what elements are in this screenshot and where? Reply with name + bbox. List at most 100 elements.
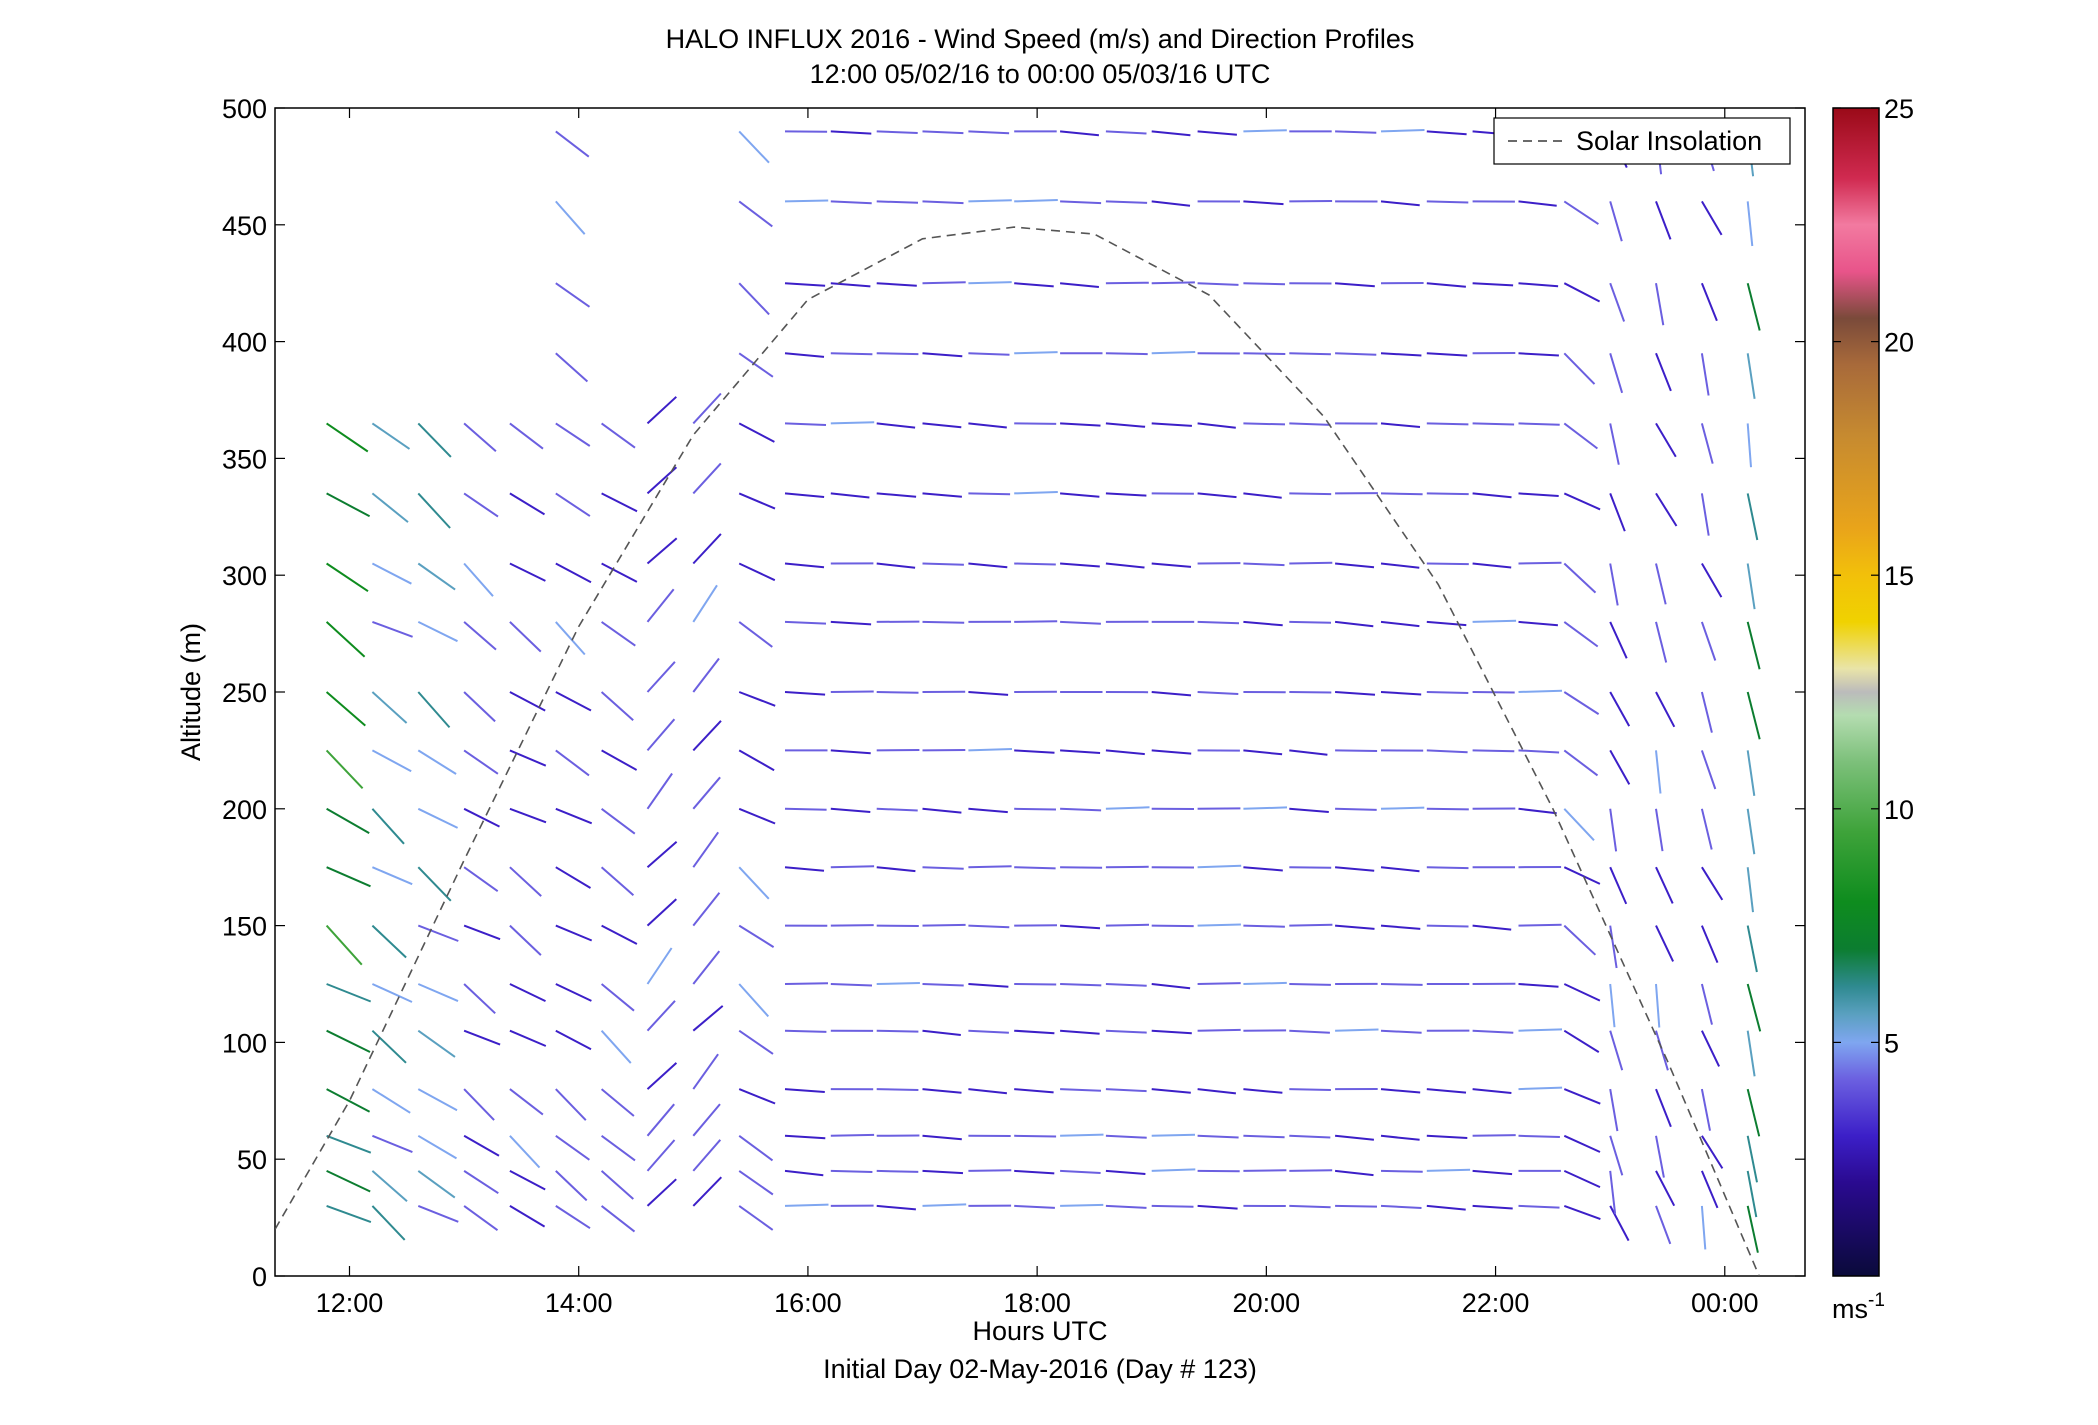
wind-vector — [1563, 1029, 1600, 1053]
wind-vector — [1518, 807, 1557, 815]
wind-vector — [1563, 924, 1597, 956]
wind-vector — [417, 1170, 456, 1199]
wind-vector — [646, 1139, 676, 1172]
wind-vector — [1472, 1204, 1513, 1210]
wind-vector — [1746, 493, 1759, 541]
legend: Solar Insolation — [1493, 117, 1791, 165]
wind-vector — [784, 620, 827, 625]
wind-vector — [1380, 806, 1425, 810]
x-tick-label: 16:00 — [774, 1288, 842, 1318]
wind-vector — [1655, 983, 1661, 1028]
wind-vector — [738, 492, 776, 510]
wind-vector — [738, 562, 776, 582]
wind-vector — [692, 831, 720, 868]
chart-title: HALO INFLUX 2016 - Wind Speed (m/s) and … — [666, 24, 1415, 54]
wind-vector — [692, 1005, 724, 1032]
wind-vector — [1472, 562, 1512, 569]
wind-vector — [646, 841, 678, 868]
wind-vector — [1335, 1204, 1378, 1208]
wind-vector — [1609, 925, 1618, 969]
wind-vector — [372, 1134, 413, 1154]
wind-vector — [1609, 808, 1618, 852]
wind-vectors — [325, 129, 1762, 1253]
wind-vector — [1289, 422, 1331, 426]
wind-vector — [1426, 691, 1469, 694]
wind-vector — [922, 562, 964, 566]
wind-vector — [417, 749, 457, 775]
wind-vector — [417, 1134, 458, 1160]
wind-vector — [1014, 351, 1058, 355]
wind-vector — [463, 1205, 499, 1232]
wind-vector — [876, 422, 916, 429]
wind-vector — [1518, 352, 1559, 357]
wind-vector — [1380, 1088, 1421, 1094]
wind-vector — [1746, 353, 1756, 399]
wind-vector — [463, 924, 501, 941]
wind-vector — [1014, 749, 1055, 754]
wind-vector — [1426, 866, 1469, 870]
wind-vector — [1243, 866, 1283, 872]
wind-vector — [1609, 749, 1631, 785]
wind-vector — [968, 983, 1009, 988]
wind-vector — [600, 1030, 632, 1064]
wind-vector — [463, 1029, 501, 1046]
wind-vector — [509, 621, 542, 653]
wind-vector — [1243, 129, 1287, 133]
wind-vector — [1609, 1135, 1624, 1176]
wind-vector — [1151, 1088, 1191, 1094]
wind-vector — [1014, 1169, 1055, 1175]
wind-vector — [922, 620, 965, 624]
y-tick-label: 500 — [222, 94, 267, 124]
wind-vector — [1609, 423, 1620, 465]
wind-vector — [417, 492, 451, 529]
wind-vector — [600, 983, 635, 1012]
wind-vector — [830, 130, 872, 135]
wind-vector — [784, 199, 829, 203]
y-tick-label: 150 — [222, 912, 267, 942]
wind-vector — [738, 1134, 774, 1162]
wind-vector — [1563, 983, 1601, 1002]
wind-vector — [1655, 201, 1672, 240]
wind-vector — [738, 924, 775, 948]
wind-vector — [646, 537, 678, 565]
wind-vector — [1197, 620, 1240, 625]
wind-vector — [1655, 621, 1668, 663]
wind-vector — [1380, 1204, 1422, 1209]
wind-vector — [371, 1205, 406, 1241]
wind-vector — [1335, 691, 1376, 696]
wind-vector — [692, 1053, 719, 1090]
wind-vector — [784, 982, 829, 985]
wind-vector — [1655, 422, 1677, 458]
wind-vector — [646, 947, 673, 985]
wind-vector — [784, 1088, 825, 1093]
wind-vector — [784, 1169, 824, 1177]
wind-vector — [1151, 281, 1195, 285]
wind-vector — [968, 352, 1010, 356]
wind-vector — [1609, 201, 1623, 242]
wind-vector — [600, 691, 634, 722]
wind-vector — [646, 396, 677, 425]
wind-vector — [876, 562, 916, 569]
wind-vector — [1700, 493, 1710, 536]
wind-vector — [784, 1134, 826, 1140]
wind-vector — [1609, 353, 1624, 394]
wind-vector — [371, 422, 411, 450]
wind-vector — [417, 1088, 458, 1112]
wind-vector — [1014, 422, 1057, 425]
wind-vector — [1746, 282, 1761, 331]
wind-vector — [1518, 1028, 1563, 1032]
wind-vector — [1655, 1030, 1669, 1071]
wind-vector — [601, 749, 638, 771]
wind-vector — [463, 807, 500, 828]
wind-vector — [1746, 1030, 1756, 1077]
y-tick-label: 100 — [222, 1028, 267, 1058]
wind-vector — [784, 866, 825, 872]
wind-vector — [1060, 866, 1103, 869]
x-tick-label: 14:00 — [545, 1288, 613, 1318]
wind-vector — [738, 200, 773, 228]
wind-vector — [738, 807, 776, 825]
wind-vector — [1197, 864, 1242, 869]
wind-vector — [968, 1029, 1009, 1034]
wind-vector — [417, 691, 451, 729]
